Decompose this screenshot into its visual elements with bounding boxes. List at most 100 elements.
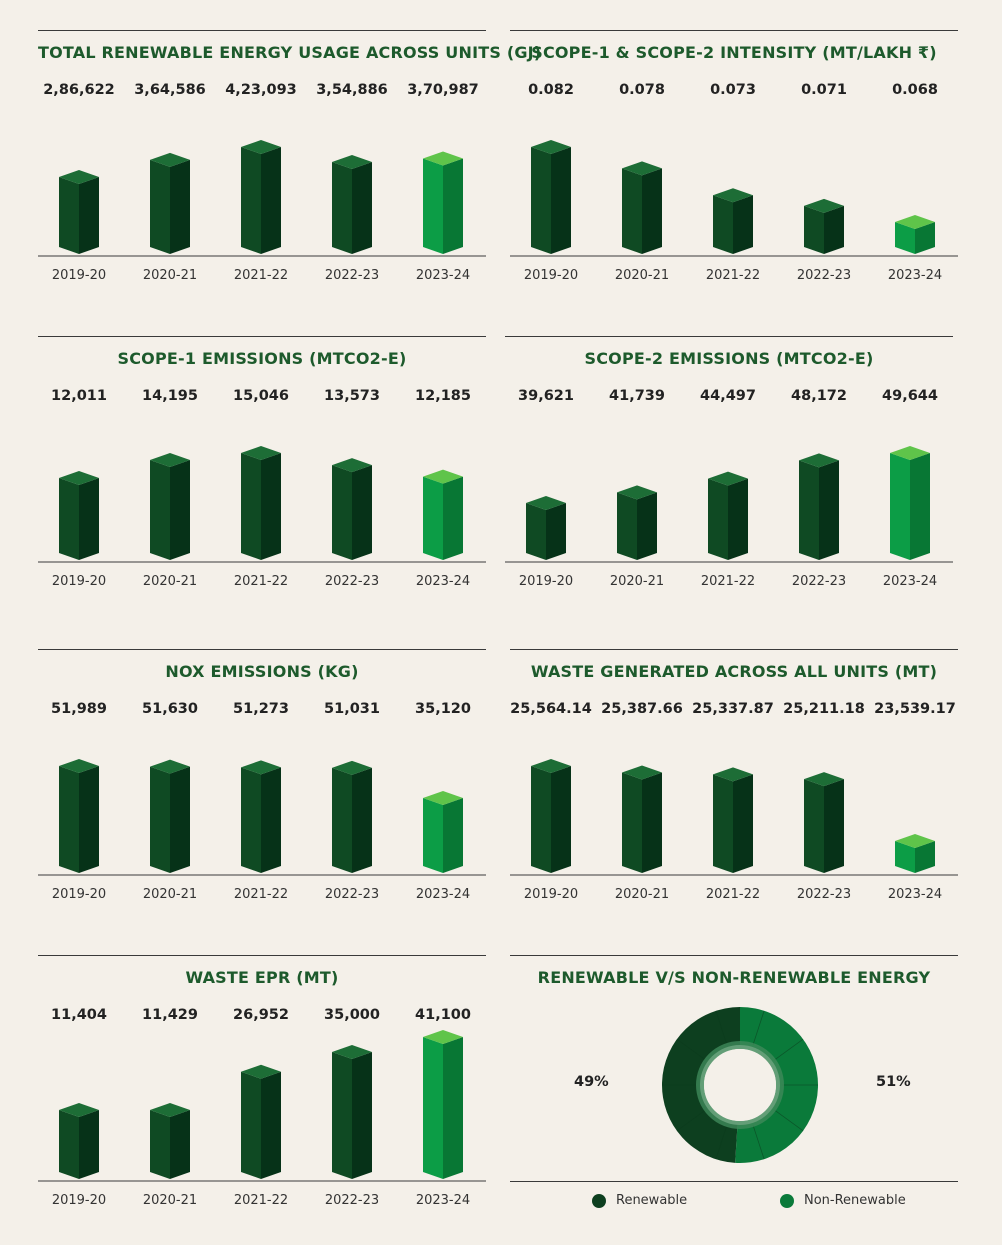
bar-2019-20 (531, 759, 571, 873)
donut-segment-divider (715, 1010, 728, 1046)
bar-2021-22 (708, 471, 748, 560)
x-tick-label: 2021-22 (706, 887, 760, 902)
bar-left-face (59, 177, 79, 254)
bar-left-face (895, 841, 915, 873)
panel-divider (510, 955, 958, 956)
bar-right-face (170, 766, 190, 873)
bar-right-face (642, 168, 662, 254)
bar-right-face (170, 460, 190, 560)
bar-left-face (713, 195, 733, 254)
bar-value-label: 51,273 (233, 701, 289, 717)
bar-left-face (423, 476, 443, 560)
bar-right-face (915, 841, 935, 873)
bar-left-face (150, 766, 170, 873)
bar-left-face (804, 205, 824, 254)
x-tick-label: 2023-24 (416, 1193, 470, 1208)
donut-segment-divider (676, 1109, 707, 1132)
donut-segment-divider (715, 1124, 728, 1160)
bar-left-face (150, 1109, 170, 1179)
bar-value-label: 25,337.87 (692, 701, 774, 717)
bar-top-face (332, 760, 372, 775)
chart-title: SCOPE-1 EMISSIONS (MTCO2-E) (117, 349, 407, 368)
bar-top-face (622, 765, 662, 780)
legend-label-non-renewable: Non-Renewable (804, 1193, 906, 1208)
chart-title: WASTE GENERATED ACROSS ALL UNITS (MT) (530, 662, 938, 681)
bar-top-face (804, 772, 844, 787)
bar-top-face (150, 1102, 190, 1117)
bar-top-face (332, 1044, 372, 1059)
bar-2022-23 (332, 760, 372, 873)
bar-top-face (241, 140, 281, 154)
bar-value-label: 12,185 (415, 388, 471, 404)
bar-value-label: 25,387.66 (601, 701, 683, 717)
bar-left-face (804, 779, 824, 873)
bar-top-face (332, 458, 372, 473)
chart-title: SCOPE-1 & SCOPE-2 INTENSITY (MT/LAKH ₹) (531, 43, 937, 62)
bar-top-face (59, 759, 99, 773)
legend-swatch-non-renewable (780, 1193, 794, 1208)
bar-2023-24 (423, 469, 463, 560)
bar-chart-svg: 0.082 2019-20 0.078 2020-21 0.073 2021-22 0.07… (510, 82, 958, 283)
x-tick-label: 2019-20 (52, 574, 106, 589)
bar-value-label: 11,429 (142, 1007, 198, 1023)
bar-left-face (890, 453, 910, 560)
panel-divider (38, 336, 486, 337)
bar-value-label: 0.078 (619, 82, 665, 98)
panel-divider (38, 649, 486, 650)
bar-chart-svg: 12,011 2019-20 14,195 2020-21 15,046 2021-22 1… (38, 388, 486, 589)
bar-2020-21 (150, 759, 190, 873)
bar-top-face (895, 834, 935, 848)
bar-2022-23 (804, 772, 844, 873)
panel-bottom-divider (510, 1181, 958, 1182)
bar-value-label: 0.068 (892, 82, 938, 98)
bar-2023-24 (895, 215, 935, 254)
donut-segment-divider (676, 1038, 707, 1061)
bar-left-face (423, 158, 443, 254)
bar-2019-20 (59, 759, 99, 873)
panel-divider (510, 649, 958, 650)
bar-left-face (895, 222, 915, 254)
chart-panel-intensity: SCOPE-1 & SCOPE-2 INTENSITY (MT/LAKH ₹) … (510, 30, 958, 320)
bar-value-label: 13,573 (324, 388, 380, 404)
bar-2023-24 (423, 151, 463, 254)
x-tick-label: 2019-20 (524, 268, 578, 283)
x-tick-label: 2020-21 (615, 268, 669, 283)
bar-top-face (526, 496, 566, 510)
bar-right-face (79, 1110, 99, 1179)
bar-chart-svg: 25,564.14 2019-20 25,387.66 2020-21 25,337.8… (510, 701, 958, 902)
x-tick-label: 2022-23 (325, 887, 379, 902)
bar-right-face (79, 766, 99, 873)
bar-value-label: 4,23,093 (225, 82, 297, 98)
x-tick-label: 2019-20 (52, 887, 106, 902)
bar-2019-20 (59, 471, 99, 560)
bar-left-face (59, 766, 79, 873)
donut-segment-divider (752, 1124, 765, 1160)
x-tick-label: 2022-23 (325, 574, 379, 589)
bar-right-face (728, 478, 748, 560)
bar-value-label: 3,54,886 (316, 82, 388, 98)
bar-chart-svg: 2,86,622 2019-20 3,64,586 2020-21 4,23,093 20… (38, 82, 486, 283)
bar-right-face (910, 453, 930, 560)
bar-2019-20 (526, 496, 566, 560)
bar-right-face (443, 798, 463, 873)
bar-value-label: 25,564.14 (510, 701, 592, 717)
bar-2020-21 (150, 453, 190, 560)
chart-panel-energy-mix: RENEWABLE V/S NON-RENEWABLE ENERGY 49% 5… (510, 955, 958, 1220)
bar-right-face (261, 767, 281, 873)
bar-2022-23 (332, 154, 372, 254)
x-tick-label: 2022-23 (325, 1193, 379, 1208)
bar-left-face (526, 503, 546, 560)
bar-left-face (150, 460, 170, 560)
panel-divider (38, 955, 486, 956)
bar-left-face (617, 492, 637, 560)
bar-2020-21 (150, 152, 190, 254)
bar-2021-22 (241, 140, 281, 254)
bar-top-face (804, 198, 844, 213)
bar-value-label: 41,100 (415, 1007, 471, 1023)
x-tick-label: 2021-22 (706, 268, 760, 283)
bar-2021-22 (713, 188, 753, 254)
x-tick-label: 2023-24 (416, 574, 470, 589)
bar-value-label: 14,195 (142, 388, 198, 404)
bar-2023-24 (423, 791, 463, 873)
bar-top-face (423, 151, 463, 166)
